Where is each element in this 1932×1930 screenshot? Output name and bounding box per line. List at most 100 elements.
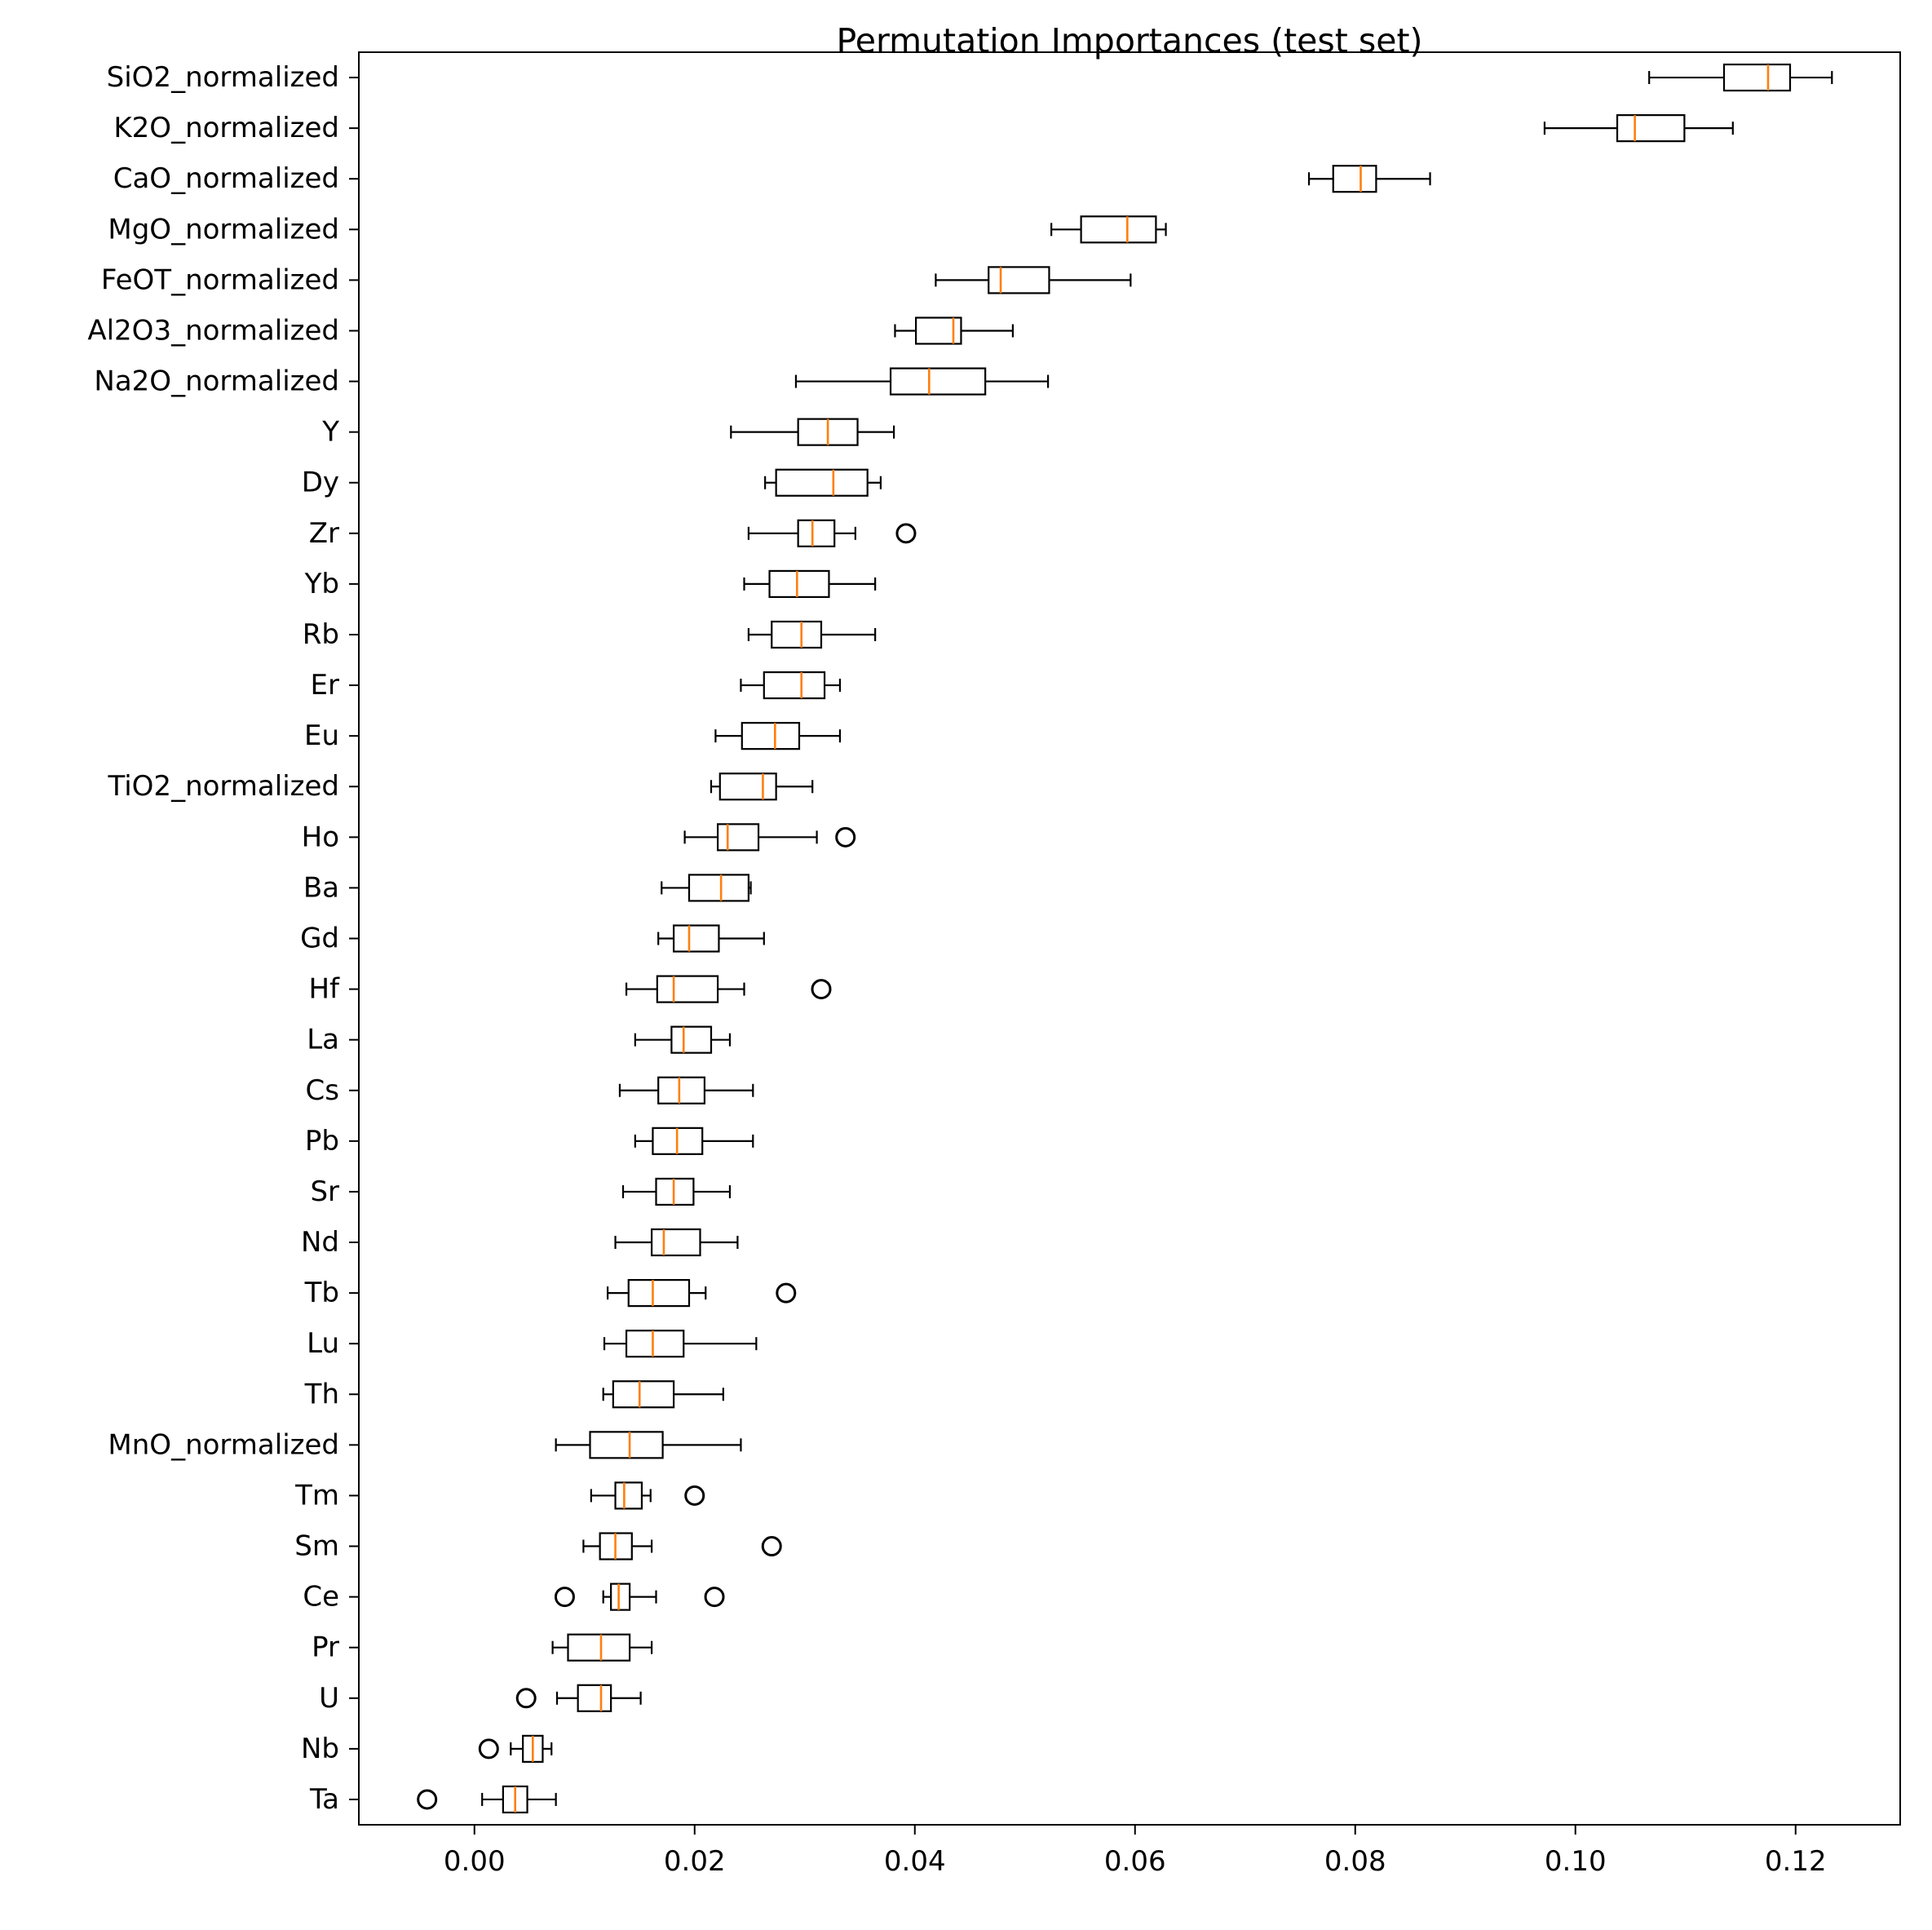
box-Cs	[618, 1076, 754, 1104]
box-Yb	[743, 569, 877, 599]
iqr-box	[716, 823, 760, 852]
y-tick-label: Lu	[307, 1327, 339, 1360]
y-axis: SiO2_normalized K2O_normalized CaO_normali…	[87, 61, 359, 1816]
box-SiO2_normalized	[1648, 63, 1833, 92]
box-Zr	[747, 519, 917, 547]
box-Ce	[554, 1583, 725, 1611]
y-tick-label: Y	[321, 416, 339, 449]
outlier-point	[835, 826, 856, 848]
plot-frame	[358, 51, 1901, 1826]
iqr-box	[614, 1481, 643, 1510]
y-tick-label: Cs	[306, 1074, 339, 1107]
y-tick-label: TiO2_normalized	[108, 770, 340, 803]
box-Ta	[417, 1785, 557, 1814]
box-Eu	[714, 722, 842, 750]
y-tick-label: Pr	[312, 1631, 339, 1664]
box-Y	[730, 418, 895, 446]
iqr-box	[1080, 215, 1157, 244]
box-CaO_normalized	[1307, 165, 1431, 193]
y-tick-label: Yb	[304, 568, 339, 600]
box-FeOT_normalized	[935, 266, 1132, 294]
outlier-point	[776, 1282, 797, 1304]
iqr-box	[657, 1076, 706, 1104]
y-tick-label: FeOT_normalized	[101, 263, 339, 296]
iqr-box	[612, 1380, 675, 1409]
box-Er	[740, 671, 842, 700]
box-Lu	[603, 1330, 758, 1358]
box-Rb	[747, 620, 877, 649]
box-Na2O_normalized	[794, 367, 1050, 396]
box-Dy	[764, 468, 882, 497]
box-Sm	[582, 1532, 782, 1560]
box-K2O_normalized	[1543, 114, 1734, 143]
x-tick-label: 0.02	[664, 1845, 726, 1878]
y-tick-label: SiO2_normalized	[107, 61, 339, 94]
outlier-point	[704, 1587, 725, 1608]
iqr-box	[627, 1278, 691, 1308]
box-Ho	[683, 823, 856, 852]
y-tick-label: Rb	[303, 618, 339, 651]
y-tick-label: Tm	[294, 1479, 339, 1512]
iqr-box	[1722, 63, 1792, 92]
x-tick-label: 0.00	[444, 1845, 506, 1878]
y-tick-label: Sm	[294, 1530, 339, 1563]
y-tick-label: K2O_normalized	[113, 112, 339, 144]
y-tick-label: Ba	[303, 871, 339, 904]
y-tick-label: Dy	[302, 467, 339, 499]
y-tick-label: Er	[311, 669, 339, 702]
iqr-box	[1616, 114, 1686, 143]
box-Gd	[657, 924, 765, 953]
iqr-box	[687, 874, 750, 902]
y-tick-label: Tb	[304, 1277, 339, 1309]
iqr-box	[741, 722, 801, 750]
y-tick-label: Ho	[302, 821, 339, 853]
iqr-box	[988, 266, 1050, 294]
y-tick-label: Gd	[300, 923, 339, 955]
y-tick-label: La	[307, 1024, 339, 1056]
iqr-box	[655, 1177, 695, 1206]
x-tick-label: 0.10	[1545, 1845, 1607, 1878]
box-TiO2_normalized	[710, 772, 814, 801]
outlier-point	[515, 1688, 537, 1709]
box-Nd	[614, 1228, 739, 1257]
iqr-box	[650, 1228, 701, 1257]
y-tick-label: Nd	[301, 1226, 339, 1259]
box-La	[634, 1025, 732, 1054]
box-Nb	[478, 1734, 553, 1763]
y-tick-label: Th	[304, 1378, 339, 1410]
outlier-point	[417, 1789, 438, 1810]
x-axis: 0.00 0.02 0.04 0.06 0.08 0.10 0.12	[444, 1825, 1827, 1878]
box-Th	[602, 1380, 724, 1409]
iqr-box	[775, 468, 869, 497]
iqr-box	[577, 1684, 612, 1712]
y-tick-label: MnO_normalized	[108, 1428, 339, 1461]
outlier-point	[554, 1587, 575, 1608]
iqr-box	[718, 772, 777, 801]
iqr-box	[763, 671, 826, 700]
y-tick-label: Zr	[309, 517, 339, 550]
y-tick-label: CaO_normalized	[113, 162, 339, 195]
iqr-box	[672, 924, 720, 953]
iqr-box	[771, 620, 823, 649]
y-tick-label: Pb	[305, 1125, 339, 1158]
outlier-point	[811, 979, 832, 1000]
y-tick-label: Na2O_normalized	[94, 365, 339, 398]
box-Tb	[606, 1278, 797, 1308]
box-U	[515, 1684, 642, 1712]
box-Tm	[590, 1481, 705, 1510]
outlier-point	[684, 1485, 705, 1506]
plot-marks	[417, 63, 1833, 1814]
iqr-box	[1332, 165, 1377, 193]
iqr-box	[610, 1583, 631, 1611]
y-tick-label: Hf	[308, 973, 340, 1006]
box-Pb	[634, 1127, 754, 1155]
y-tick-label: Nb	[301, 1733, 339, 1765]
y-tick-label: Ta	[309, 1783, 339, 1816]
box-Ba	[661, 874, 752, 902]
iqr-box	[889, 367, 987, 396]
y-tick-label: MgO_normalized	[108, 213, 339, 246]
iqr-box	[656, 975, 719, 1003]
